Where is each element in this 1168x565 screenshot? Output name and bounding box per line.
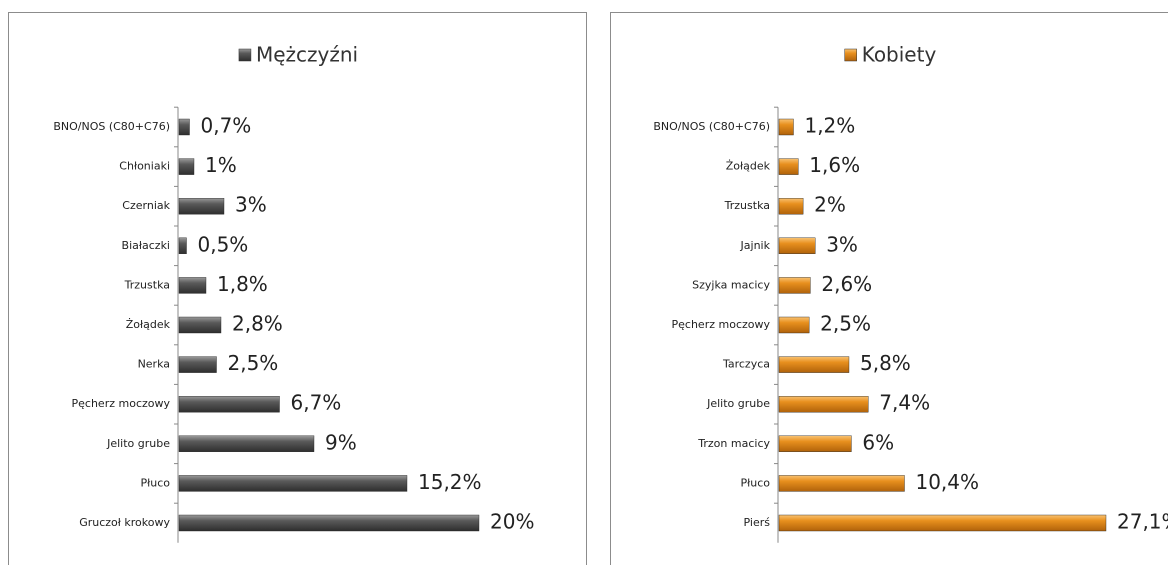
value-label: 3% (235, 193, 267, 217)
bar (778, 396, 869, 413)
value-label: 1,2% (804, 114, 855, 138)
category-label: Tarczyca (722, 358, 770, 371)
value-label: 2,5% (228, 351, 279, 375)
bar (178, 396, 280, 413)
value-label: 6% (862, 430, 894, 454)
bar (178, 475, 408, 492)
bar (778, 514, 1107, 532)
chart-title: Kobiety (862, 43, 937, 67)
bar (178, 197, 225, 215)
bar (778, 158, 799, 175)
value-label: 2,8% (232, 312, 283, 336)
bar (178, 237, 187, 255)
bar (778, 118, 794, 136)
category-label: Jajnik (740, 239, 771, 252)
category-label: BNO/NOS (C80+C76) (53, 120, 170, 133)
value-label: 5,8% (860, 351, 911, 375)
category-label: Szyjka macicy (692, 278, 770, 291)
value-label: 7,4% (879, 391, 930, 415)
category-label: Czerniak (122, 199, 170, 212)
category-label: Trzustka (724, 199, 770, 212)
chart-title: Mężczyźni (256, 43, 358, 67)
value-label: 1% (205, 153, 237, 177)
bar (778, 237, 816, 255)
value-label: 15,2% (418, 470, 482, 494)
value-label: 9% (325, 430, 357, 454)
value-label: 0,7% (201, 114, 252, 138)
bar (178, 118, 190, 136)
bar (178, 277, 207, 294)
category-label: Gruczoł krokowy (79, 516, 170, 529)
category-label: Żołądek (726, 160, 771, 173)
bar (778, 197, 804, 215)
panel (8, 12, 587, 565)
value-label: 27,1% (1117, 510, 1168, 534)
category-label: Płuco (740, 476, 770, 489)
value-label: 1,8% (217, 272, 268, 296)
category-label: Trzustka (124, 278, 170, 291)
category-label: BNO/NOS (C80+C76) (653, 120, 770, 133)
value-label: 2,6% (821, 272, 872, 296)
bar (178, 316, 222, 334)
bar (778, 277, 811, 294)
legend-swatch (238, 48, 252, 62)
bar (778, 475, 905, 492)
bar (178, 356, 217, 373)
value-label: 10,4% (915, 470, 979, 494)
bar (778, 356, 850, 373)
category-label: Pęcherz moczowy (72, 397, 171, 410)
bar (778, 435, 852, 452)
panel (610, 12, 1168, 565)
value-label: 3% (826, 232, 858, 256)
value-label: 20% (490, 510, 534, 534)
value-label: 2,5% (820, 312, 871, 336)
category-label: Jelito grube (706, 397, 770, 410)
bar (178, 514, 480, 532)
value-label: 0,5% (198, 232, 249, 256)
category-label: Nerka (138, 358, 170, 371)
category-label: Chłoniaki (119, 160, 170, 173)
value-label: 2% (814, 193, 846, 217)
category-label: Płuco (140, 476, 170, 489)
category-label: Żołądek (126, 318, 171, 331)
bar (178, 158, 195, 175)
value-label: 1,6% (809, 153, 860, 177)
category-label: Białaczki (122, 239, 170, 252)
category-label: Pierś (744, 516, 771, 529)
legend-swatch (844, 48, 857, 62)
bar (778, 316, 810, 334)
category-label: Pęcherz moczowy (672, 318, 771, 331)
category-label: Jelito grube (106, 437, 170, 450)
value-label: 6,7% (291, 391, 342, 415)
bar (178, 435, 315, 452)
category-label: Trzon macicy (697, 437, 770, 450)
